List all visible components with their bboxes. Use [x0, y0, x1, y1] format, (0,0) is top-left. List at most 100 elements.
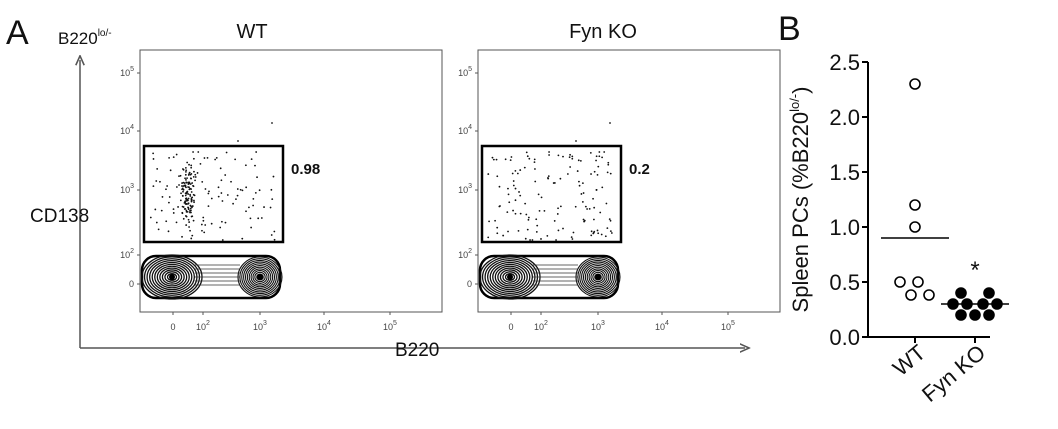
- contour-line: [581, 261, 615, 293]
- event-dot: [215, 157, 218, 159]
- event-dot: [191, 234, 194, 237]
- event-dot: [250, 226, 253, 229]
- event-dot: [154, 208, 157, 211]
- event-dot: [581, 182, 584, 185]
- event-dot: [533, 161, 536, 164]
- contour-line: [244, 263, 276, 291]
- event-dot: [189, 204, 192, 207]
- event-dot: [592, 197, 594, 200]
- event-dot: [172, 208, 175, 210]
- event-dot: [188, 163, 190, 166]
- event-dot: [608, 218, 611, 221]
- event-dot: [208, 190, 210, 193]
- event-dot: [167, 230, 170, 233]
- event-dot: [185, 181, 188, 184]
- event-dot: [254, 164, 256, 167]
- event-dot: [535, 218, 538, 221]
- event-dot: [187, 206, 189, 209]
- event-dot: [201, 229, 203, 232]
- event-dot: [506, 211, 509, 214]
- event-dot: [185, 192, 188, 195]
- contour-line: [161, 269, 183, 285]
- event-dot: [487, 173, 490, 175]
- x-tick-label: WT: [888, 340, 930, 381]
- event-dot: [192, 184, 194, 187]
- event-dot: [182, 217, 185, 220]
- data-point: [909, 78, 921, 90]
- plot-frame: [477, 49, 781, 313]
- gate-name-label: B220lo/-: [58, 28, 112, 48]
- event-dot: [598, 151, 601, 153]
- event-dot: [149, 216, 152, 219]
- contour-core: [595, 274, 601, 280]
- event-dot: [590, 173, 592, 175]
- contour-line: [504, 273, 516, 281]
- y-axis-label: Spleen PCs (%B220lo/-): [787, 87, 813, 313]
- event-dot: [190, 188, 192, 190]
- event-dot: [214, 158, 217, 161]
- event-dot: [182, 190, 184, 193]
- event-dot: [237, 140, 239, 142]
- event-dot: [203, 231, 206, 234]
- x-tick-label: 103: [591, 320, 605, 332]
- event-dot: [570, 236, 573, 239]
- event-dot: [578, 180, 580, 183]
- contour-line: [494, 265, 526, 289]
- x-tick-label: 102: [534, 320, 548, 332]
- contour-line: [252, 270, 268, 284]
- event-dot: [210, 197, 213, 200]
- contour-line: [497, 267, 523, 287]
- y-tick-label: 1.5: [829, 160, 860, 185]
- data-point: [955, 309, 967, 321]
- event-dot: [236, 194, 239, 197]
- event-dot: [181, 194, 184, 197]
- event-dot: [580, 193, 583, 195]
- event-dot: [553, 220, 556, 222]
- event-dot: [577, 159, 580, 162]
- event-dot: [155, 221, 158, 224]
- event-dot: [548, 151, 550, 153]
- event-dot: [607, 161, 610, 164]
- event-dot: [235, 198, 237, 201]
- event-dot: [188, 171, 191, 174]
- event-dot: [525, 151, 528, 154]
- event-dot: [529, 239, 531, 241]
- event-dot: [578, 184, 581, 187]
- event-dot: [535, 231, 538, 233]
- x-tick-label: 104: [317, 320, 331, 332]
- contour-line: [154, 263, 190, 291]
- event-dot: [245, 186, 248, 189]
- event-dot: [571, 238, 574, 240]
- gate-dots: [149, 122, 276, 241]
- event-dot: [507, 187, 509, 190]
- event-dot: [571, 155, 574, 158]
- gate-dots: [487, 122, 613, 241]
- event-dot: [188, 221, 191, 223]
- event-dot: [202, 219, 205, 222]
- event-dot: [496, 226, 499, 229]
- x-tick-label: 105: [721, 320, 735, 332]
- event-dot: [511, 172, 514, 175]
- event-dot: [510, 156, 513, 158]
- y-tick-label: 104: [120, 124, 134, 136]
- event-dot: [533, 158, 536, 161]
- event-dot: [494, 219, 496, 222]
- contour-line: [248, 266, 272, 288]
- contour-line: [241, 259, 279, 295]
- plot-frame: [139, 49, 443, 313]
- event-dot: [524, 237, 527, 240]
- event-dot: [540, 238, 542, 240]
- event-dot: [181, 182, 183, 184]
- event-dot: [165, 220, 168, 223]
- event-dot: [190, 164, 193, 167]
- event-dot: [575, 140, 577, 142]
- event-dot: [609, 230, 612, 233]
- event-dot: [155, 180, 158, 182]
- event-dot: [193, 199, 195, 202]
- event-dot: [244, 164, 247, 167]
- event-dot: [576, 170, 579, 172]
- event-dot: [175, 153, 178, 156]
- event-dot: [184, 173, 187, 176]
- event-dot: [596, 173, 599, 176]
- event-dot: [219, 167, 222, 170]
